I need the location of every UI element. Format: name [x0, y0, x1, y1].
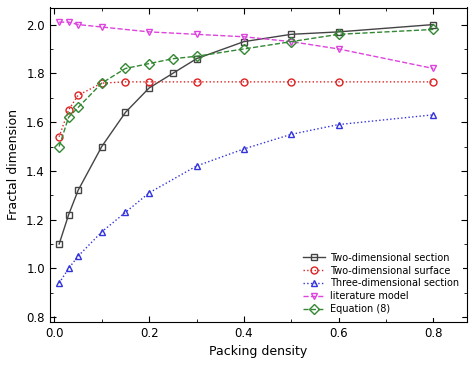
Equation (8)	[56, 144, 62, 149]
Two-dimensional surface	[430, 80, 436, 84]
Two-dimensional surface	[56, 135, 62, 139]
Equation (8)	[241, 47, 247, 51]
Line: Equation (8): Equation (8)	[55, 26, 437, 150]
Three-dimensional section	[56, 281, 62, 285]
literature model	[336, 47, 341, 51]
Two-dimensional surface	[99, 81, 105, 85]
literature model	[66, 20, 72, 24]
Two-dimensional section	[123, 110, 128, 115]
Three-dimensional section	[336, 122, 341, 127]
literature model	[288, 40, 294, 44]
Line: Three-dimensional section: Three-dimensional section	[55, 111, 437, 287]
Two-dimensional surface	[288, 80, 294, 84]
Two-dimensional section	[99, 144, 105, 149]
literature model	[241, 34, 247, 39]
Two-dimensional section	[75, 188, 81, 193]
literature model	[99, 25, 105, 29]
Equation (8)	[288, 40, 294, 44]
Three-dimensional section	[288, 132, 294, 137]
Two-dimensional surface	[66, 108, 72, 112]
literature model	[56, 20, 62, 24]
Two-dimensional section	[241, 40, 247, 44]
Equation (8)	[75, 105, 81, 110]
Two-dimensional surface	[194, 80, 200, 84]
Three-dimensional section	[194, 164, 200, 168]
Two-dimensional section	[146, 86, 152, 90]
literature model	[146, 30, 152, 34]
Legend: Two-dimensional section, Two-dimensional surface, Three-dimensional section, lit: Two-dimensional section, Two-dimensional…	[300, 249, 463, 318]
Three-dimensional section	[123, 210, 128, 214]
Two-dimensional surface	[123, 80, 128, 84]
Three-dimensional section	[241, 147, 247, 151]
Two-dimensional surface	[241, 80, 247, 84]
Equation (8)	[336, 32, 341, 37]
Line: Two-dimensional section: Two-dimensional section	[55, 21, 437, 247]
Two-dimensional section	[56, 242, 62, 246]
Equation (8)	[194, 54, 200, 59]
Three-dimensional section	[146, 191, 152, 195]
Two-dimensional section	[288, 32, 294, 37]
Two-dimensional section	[170, 71, 176, 75]
Three-dimensional section	[75, 254, 81, 258]
Two-dimensional surface	[75, 93, 81, 97]
Equation (8)	[146, 61, 152, 66]
Line: literature model: literature model	[55, 19, 437, 72]
Equation (8)	[66, 115, 72, 119]
Two-dimensional surface	[146, 80, 152, 84]
Two-dimensional surface	[336, 80, 341, 84]
Two-dimensional section	[430, 22, 436, 27]
Equation (8)	[430, 27, 436, 31]
Two-dimensional section	[194, 56, 200, 61]
Three-dimensional section	[99, 229, 105, 234]
Equation (8)	[99, 81, 105, 85]
literature model	[430, 66, 436, 71]
Equation (8)	[170, 56, 176, 61]
Two-dimensional section	[66, 213, 72, 217]
Two-dimensional section	[336, 30, 341, 34]
Line: Two-dimensional surface: Two-dimensional surface	[55, 78, 437, 140]
Three-dimensional section	[66, 266, 72, 270]
literature model	[75, 22, 81, 27]
Equation (8)	[123, 66, 128, 71]
literature model	[194, 32, 200, 37]
X-axis label: Packing density: Packing density	[209, 346, 307, 359]
Three-dimensional section	[430, 113, 436, 117]
Y-axis label: Fractal dimension: Fractal dimension	[8, 109, 20, 220]
